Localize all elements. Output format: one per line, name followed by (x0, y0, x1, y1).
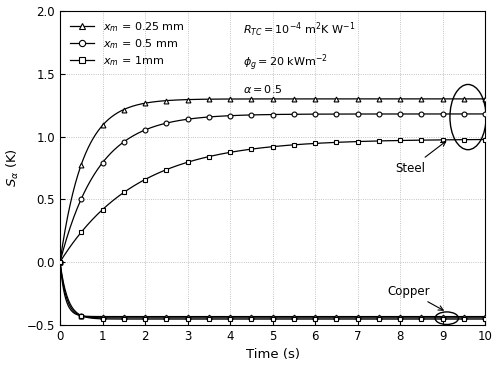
Text: $R_{TC} = 10^{-4}$ m$^2$K W$^{-1}$: $R_{TC} = 10^{-4}$ m$^2$K W$^{-1}$ (243, 21, 355, 39)
Text: Steel: Steel (396, 141, 446, 175)
Legend: $x_m$ = 0.25 mm, $x_m$ = 0.5 mm, $x_m$ = 1mm: $x_m$ = 0.25 mm, $x_m$ = 0.5 mm, $x_m$ =… (70, 20, 185, 68)
Text: $\phi_g = 20$ kWm$^{-2}$: $\phi_g = 20$ kWm$^{-2}$ (243, 52, 328, 73)
Text: $\alpha = 0.5$: $\alpha = 0.5$ (243, 83, 282, 95)
X-axis label: Time (s): Time (s) (246, 348, 300, 361)
Text: Copper: Copper (387, 284, 443, 310)
Y-axis label: $S_{\alpha}$ (K): $S_{\alpha}$ (K) (5, 148, 21, 187)
